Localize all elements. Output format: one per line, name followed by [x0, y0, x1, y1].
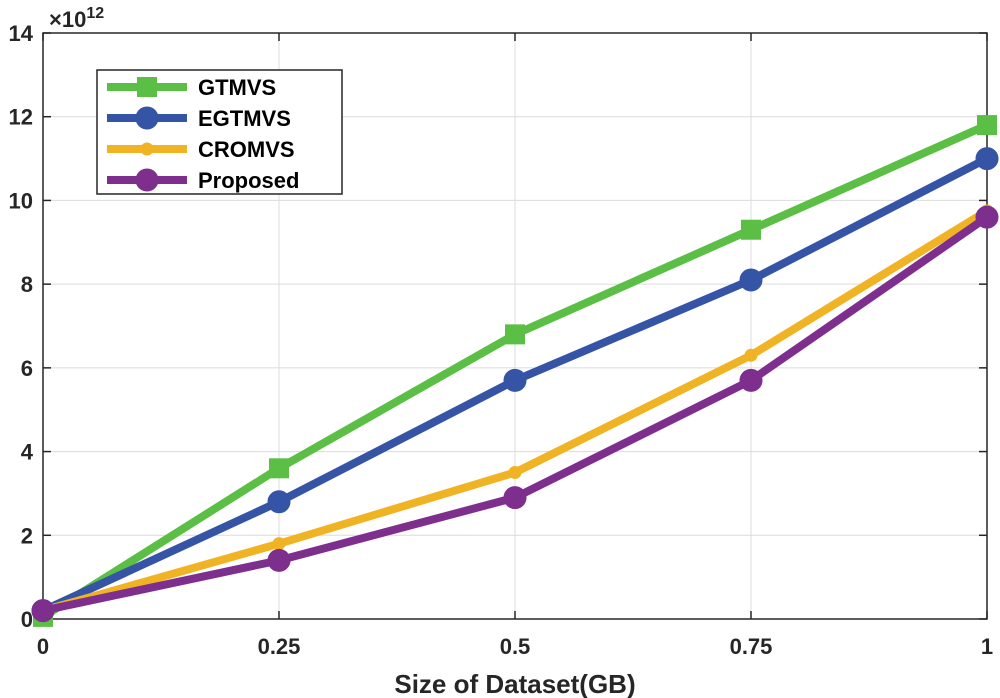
y-tick-label: 4	[21, 440, 34, 465]
x-tick-label: 0	[37, 634, 49, 659]
y-tick-label: 12	[9, 105, 33, 130]
legend-entry-egtmvs: EGTMVS	[107, 106, 291, 131]
data-point-egtmvs	[503, 368, 527, 392]
legend-entry-proposed: Proposed	[107, 168, 299, 193]
x-tick-label: 0.25	[258, 634, 301, 659]
data-point-proposed	[975, 205, 999, 229]
data-point-cromvs	[744, 348, 758, 362]
data-point-cromvs	[508, 466, 522, 479]
data-point-egtmvs	[267, 490, 291, 514]
data-point-proposed	[739, 368, 763, 392]
data-point-gtmvs	[977, 115, 997, 136]
data-point-cromvs	[272, 537, 286, 551]
legend-marker-proposed	[135, 168, 159, 192]
legend-label-egtmvs: EGTMVS	[198, 106, 291, 131]
data-point-proposed	[503, 486, 527, 510]
y-tick-label: 2	[21, 523, 33, 548]
legend-label-gtmvs: GTMVS	[198, 75, 276, 100]
y-tick-label: 8	[21, 272, 33, 297]
data-point-gtmvs	[505, 324, 525, 345]
y-tick-label: 10	[9, 188, 33, 213]
y-tick-label: 0	[21, 607, 33, 632]
legend-marker-cromvs	[140, 142, 154, 156]
legend: GTMVS EGTMVS CROMVS Proposed	[96, 69, 343, 195]
y-tick-label: 6	[21, 356, 33, 381]
legend-label-proposed: Proposed	[198, 168, 299, 193]
series-egtmvs	[31, 147, 999, 623]
legend-entry-cromvs: CROMVS	[107, 137, 295, 162]
x-tick-label: 1	[981, 634, 993, 659]
legend-marker-gtmvs	[137, 77, 157, 97]
legend-label-cromvs: CROMVS	[198, 137, 295, 162]
x-axis-ticks: 0 0.25 0.5 0.75 1	[37, 33, 993, 659]
y-axis-exponent: ×1012	[49, 5, 104, 32]
x-axis-label: Size of Dataset(GB)	[394, 669, 635, 698]
data-point-proposed	[267, 548, 291, 572]
data-point-proposed	[31, 599, 55, 623]
legend-marker-egtmvs	[135, 106, 159, 130]
data-point-gtmvs	[741, 219, 761, 240]
data-point-egtmvs	[739, 268, 763, 292]
legend-entry-gtmvs: GTMVS	[107, 75, 276, 100]
data-point-egtmvs	[975, 147, 999, 171]
data-point-gtmvs	[269, 458, 289, 479]
y-tick-label: 14	[9, 21, 34, 46]
series-group	[31, 115, 999, 627]
series-proposed	[31, 205, 999, 623]
x-tick-label: 0.75	[730, 634, 773, 659]
x-tick-label: 0.5	[500, 634, 531, 659]
